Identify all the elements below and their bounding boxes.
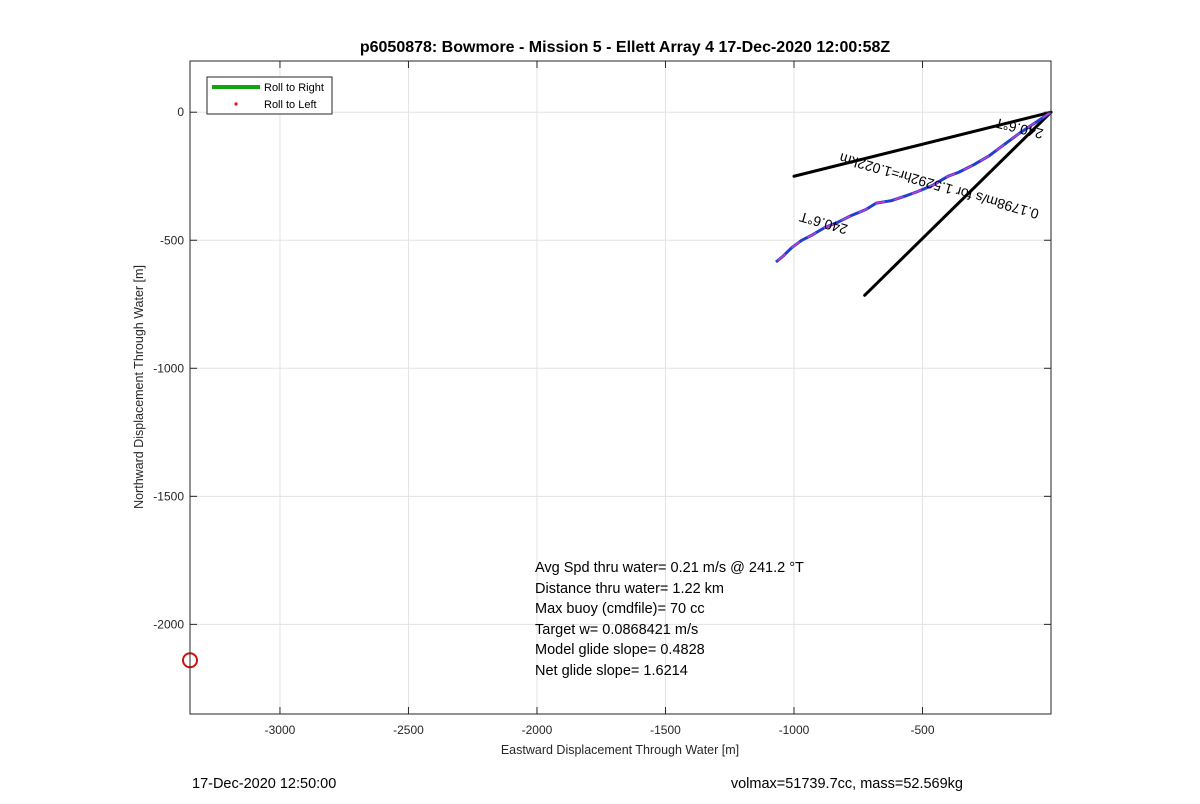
annotation-distance: Distance thru water= 1.22 km: [535, 581, 724, 597]
y-tick-label: -1500: [153, 489, 184, 503]
heading-line-1: [792, 110, 1053, 178]
summary-annotations: Avg Spd thru water= 0.21 m/s @ 241.2 °T …: [535, 560, 804, 679]
annotation-target-w: Target w= 0.0868421 m/s: [535, 622, 698, 638]
legend-box: [206, 76, 333, 115]
x-tick-label: -1000: [779, 723, 810, 737]
footer-timestamp: 17-Dec-2020 12:50:00: [192, 776, 336, 792]
y-tick-label: -500: [160, 233, 184, 247]
annotation-model-glide: Model glide slope= 0.4828: [535, 642, 705, 658]
annotation-net-glide: Net glide slope= 1.6214: [535, 663, 688, 679]
annotation-max-buoy: Max buoy (cmdfile)= 70 cc: [535, 601, 705, 617]
legend-label-roll-right: Roll to Right: [264, 82, 324, 94]
x-axis-label: Eastward Displacement Through Water [m]: [501, 743, 739, 757]
x-tick-label: -2000: [522, 723, 553, 737]
x-tick-label: -500: [910, 723, 934, 737]
x-tick-label: -3000: [265, 723, 296, 737]
annotation-avg-speed: Avg Spd thru water= 0.21 m/s @ 241.2 °T: [535, 560, 804, 576]
y-tick-label: -2000: [153, 617, 184, 631]
legend-label-roll-left: Roll to Left: [264, 99, 317, 111]
plot-frame: [189, 60, 1052, 715]
chart-title: p6050878: Bowmore - Mission 5 - Ellett A…: [360, 39, 891, 56]
axis-ticks: -3000 -2500 -2000 -1500 -1000 -500 0 -500 -1000 -…: [153, 61, 1051, 737]
heading-lines: [792, 110, 1053, 297]
grid-lines: [190, 61, 1051, 714]
legend-swatch-roll-left: [234, 102, 238, 106]
y-tick-label: 0: [177, 105, 184, 119]
track-highlight-line: [775, 111, 1052, 263]
y-axis-label: Northward Displacement Through Water [m]: [132, 265, 146, 509]
y-tick-label: -1000: [153, 361, 184, 375]
x-tick-label: -2500: [393, 723, 424, 737]
footer-volmax-mass: volmax=51739.7cc, mass=52.569kg: [731, 776, 963, 792]
plot-background: [190, 61, 1051, 714]
x-tick-label: -1500: [650, 723, 681, 737]
track-group: [775, 110, 1052, 264]
heading-line-2: [863, 110, 1053, 297]
plot-area: 240.6°T0.1798m/s for 1.5292hr=1.022km240…: [153, 60, 1053, 737]
legend: Roll to Right Roll to Left: [206, 76, 333, 115]
